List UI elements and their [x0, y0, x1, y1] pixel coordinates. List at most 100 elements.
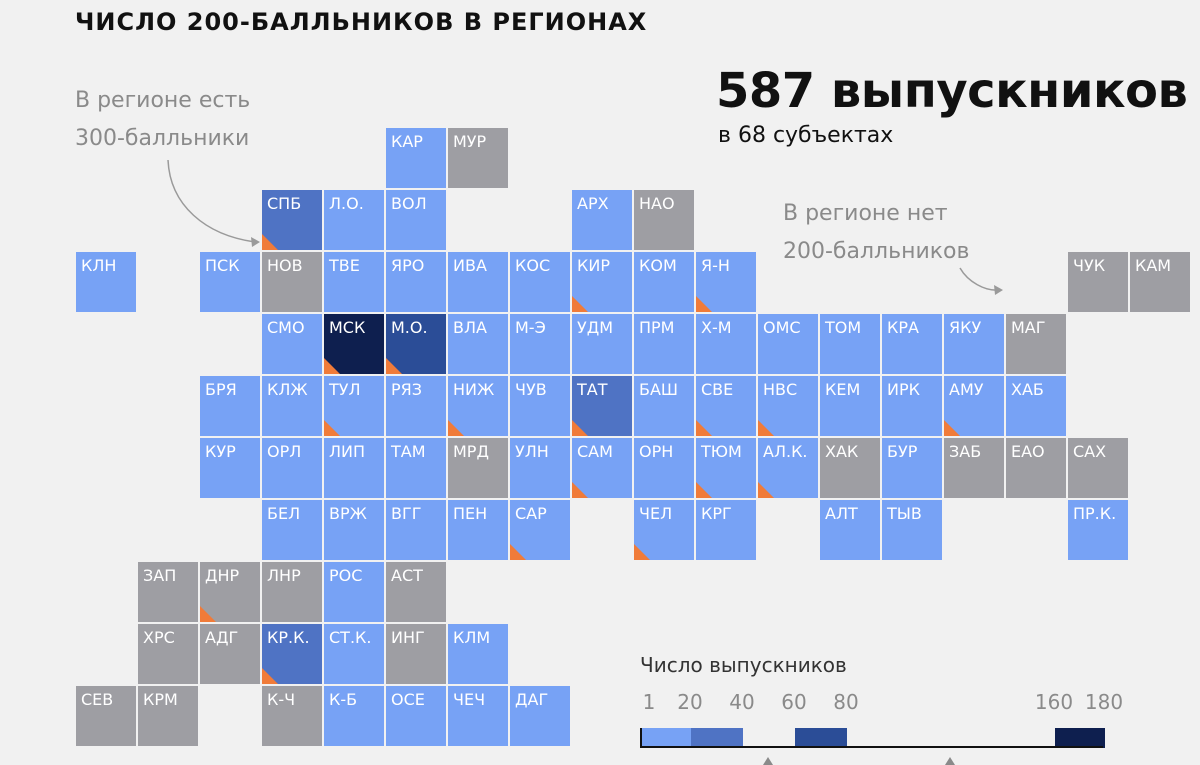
region-tile-label: ОСЕ: [391, 690, 425, 709]
region-tile: СВЕ: [696, 376, 756, 436]
region-tile-label: ЯРО: [391, 256, 425, 275]
legend-bin: [795, 728, 847, 748]
region-tile-label: КЛЖ: [267, 380, 308, 399]
has-300-marker: [696, 420, 712, 436]
region-tile: РЯЗ: [386, 376, 446, 436]
region-tile-label: САМ: [577, 442, 613, 461]
region-tile-label: Л.О.: [329, 194, 364, 213]
region-tile: НВС: [758, 376, 818, 436]
region-tile-label: НВС: [763, 380, 798, 399]
region-tile-label: ДНР: [205, 566, 240, 585]
region-tile-label: Я-Н: [701, 256, 730, 275]
region-tile: Я-Н: [696, 252, 756, 312]
region-tile: ЧЕЧ: [448, 686, 508, 746]
legend-tick-label: 1: [642, 690, 656, 714]
has-300-marker: [200, 606, 216, 622]
region-tile-label: М-Э: [515, 318, 546, 337]
region-tile: КЕМ: [820, 376, 880, 436]
region-tile: КР.К.: [262, 624, 322, 684]
region-tile-label: КУР: [205, 442, 236, 461]
region-tile: М.О.: [386, 314, 446, 374]
region-tile-label: НИЖ: [453, 380, 495, 399]
region-tile: ОРЛ: [262, 438, 322, 498]
region-tile: САР: [510, 500, 570, 560]
region-tile: САМ: [572, 438, 632, 498]
region-tile: УДМ: [572, 314, 632, 374]
region-tile-label: ПСК: [205, 256, 240, 275]
annotation-has-300-line-2: 300-балльники: [75, 126, 250, 151]
region-tile: КИР: [572, 252, 632, 312]
has-300-marker: [262, 668, 278, 684]
region-tile-label: ДАГ: [515, 690, 549, 709]
region-tile-label: САХ: [1073, 442, 1107, 461]
annotation-has-300-line-1: В регионе есть: [75, 88, 251, 113]
region-tile: ОМС: [758, 314, 818, 374]
legend-bin: [1055, 728, 1105, 748]
region-tile: МСК: [324, 314, 384, 374]
region-tile: САХ: [1068, 438, 1128, 498]
region-tile-label: ЛНР: [267, 566, 301, 585]
region-tile-label: АДГ: [205, 628, 239, 647]
has-300-marker: [572, 482, 588, 498]
region-tile-label: МУР: [453, 132, 487, 151]
region-tile: ТОМ: [820, 314, 880, 374]
region-tile-label: ТОМ: [825, 318, 862, 337]
region-tile: ВЛА: [448, 314, 508, 374]
region-tile: КЛН: [76, 252, 136, 312]
region-tile-label: НОВ: [267, 256, 303, 275]
region-tile-label: ЗАБ: [949, 442, 982, 461]
region-tile: КРГ: [696, 500, 756, 560]
legend-tick-label: 40: [729, 690, 755, 714]
region-tile: АДГ: [200, 624, 260, 684]
page-title: ЧИСЛО 200-БАЛЛЬНИКОВ В РЕГИОНАХ: [75, 8, 648, 36]
region-tile: НАО: [634, 190, 694, 250]
region-tile-label: ХРС: [143, 628, 175, 647]
region-tile: ХАБ: [1006, 376, 1066, 436]
region-tile-label: К-Ч: [267, 690, 296, 709]
region-tile: АСТ: [386, 562, 446, 622]
region-tile-label: МАГ: [1011, 318, 1046, 337]
region-tile-label: КРМ: [143, 690, 178, 709]
region-tile: ЧЕЛ: [634, 500, 694, 560]
region-tile: ХРС: [138, 624, 198, 684]
region-tile: ЧУК: [1068, 252, 1128, 312]
region-tile-label: КОМ: [639, 256, 677, 275]
region-tile-label: ТВЕ: [329, 256, 360, 275]
region-tile: ТАТ: [572, 376, 632, 436]
region-tile: ЯРО: [386, 252, 446, 312]
region-tile-label: РЯЗ: [391, 380, 423, 399]
region-tile: ИНГ: [386, 624, 446, 684]
region-tile: КРМ: [138, 686, 198, 746]
annotation-has-300: В регионе есть 300-балльники: [75, 82, 250, 158]
region-tile: ЗАБ: [944, 438, 1004, 498]
region-tile: КОС: [510, 252, 570, 312]
region-tile: КРА: [882, 314, 942, 374]
legend-title: Число выпускников: [640, 653, 847, 677]
legend-tick-label: 60: [781, 690, 807, 714]
region-tile: КАМ: [1130, 252, 1190, 312]
region-tile-label: ОРН: [639, 442, 674, 461]
region-tile-label: НАО: [639, 194, 675, 213]
region-tile-label: ИНГ: [391, 628, 425, 647]
region-tile: НИЖ: [448, 376, 508, 436]
region-tile-label: АЛТ: [825, 504, 858, 523]
region-tile: БРЯ: [200, 376, 260, 436]
region-tile-label: МСК: [329, 318, 366, 337]
region-tile: ПЕН: [448, 500, 508, 560]
region-tile: ЛНР: [262, 562, 322, 622]
region-tile-label: КРА: [887, 318, 919, 337]
region-tile-label: ЯКУ: [949, 318, 982, 337]
region-tile: КОМ: [634, 252, 694, 312]
region-tile: АМУ: [944, 376, 1004, 436]
region-tile: ЯКУ: [944, 314, 1004, 374]
region-tile-label: ПЕН: [453, 504, 488, 523]
region-tile-label: ЗАП: [143, 566, 177, 585]
region-tile-label: КОС: [515, 256, 551, 275]
region-tile: ЛИП: [324, 438, 384, 498]
region-tile-label: СПБ: [267, 194, 302, 213]
region-tile-label: ОМС: [763, 318, 801, 337]
region-tile-label: ОРЛ: [267, 442, 302, 461]
region-tile-label: Х-М: [701, 318, 732, 337]
region-tile-label: ЧЕЧ: [453, 690, 486, 709]
region-tile: РОС: [324, 562, 384, 622]
